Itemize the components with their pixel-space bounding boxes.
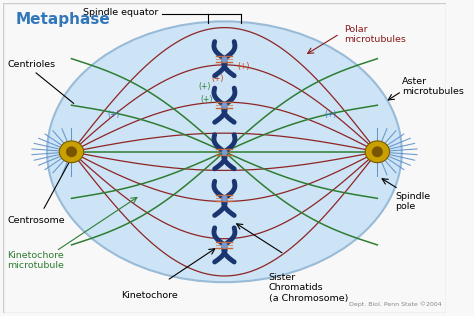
Text: Spindle equator: Spindle equator (82, 8, 158, 17)
Ellipse shape (66, 146, 77, 157)
Text: (+): (+) (238, 62, 250, 71)
Text: Spindle
pole: Spindle pole (395, 192, 430, 211)
Text: Kinetochore
microtubule: Kinetochore microtubule (7, 251, 64, 270)
Text: Metaphase: Metaphase (16, 12, 111, 27)
Ellipse shape (372, 146, 383, 157)
Text: Aster
microtubules: Aster microtubules (402, 77, 464, 96)
Text: Sister
Chromatids
(a Chromosome): Sister Chromatids (a Chromosome) (269, 273, 348, 303)
Text: (+): (+) (325, 110, 337, 119)
Text: (+): (+) (198, 82, 210, 91)
Ellipse shape (365, 141, 390, 163)
Text: (+): (+) (201, 94, 213, 104)
Text: Dept. Biol. Penn State ©2004: Dept. Biol. Penn State ©2004 (349, 301, 442, 307)
Text: Centrioles: Centrioles (7, 60, 55, 70)
Ellipse shape (59, 141, 84, 163)
Text: (+): (+) (108, 110, 120, 119)
Ellipse shape (47, 21, 402, 282)
Text: Centrosome: Centrosome (7, 216, 65, 225)
Text: Polar
microtubules: Polar microtubules (344, 25, 406, 44)
Text: (+): (+) (211, 74, 224, 83)
Text: Kinetochore: Kinetochore (121, 291, 177, 301)
